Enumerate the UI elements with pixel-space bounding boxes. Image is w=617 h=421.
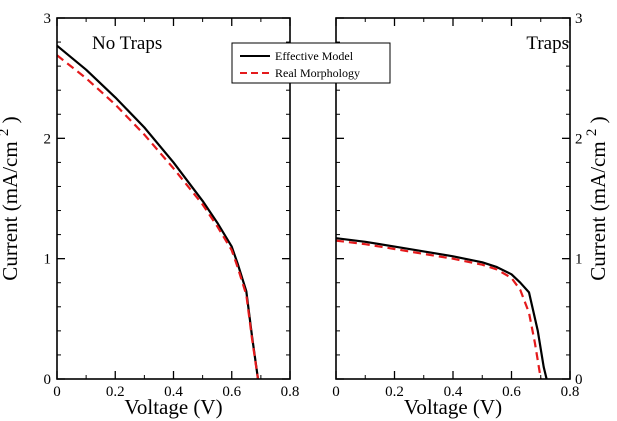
legend-label-real-morphology: Real Morphology xyxy=(275,66,360,80)
y-axis-title-main: Current (mA/cm xyxy=(586,136,610,281)
x-tick-label: 0.4 xyxy=(444,384,463,400)
legend-box xyxy=(231,42,391,84)
x-tick-label: 0.4 xyxy=(164,384,183,400)
x-tick-label: 0 xyxy=(332,384,340,400)
x-tick-label: 0.8 xyxy=(561,384,580,400)
x-tick-label: 0.2 xyxy=(106,384,125,400)
y-tick-label: 1 xyxy=(575,252,583,268)
panel-label: Traps xyxy=(526,33,569,54)
x-tick-label: 0 xyxy=(53,384,61,400)
y-axis-title-close: ) xyxy=(0,116,22,128)
x-tick-label: 0.2 xyxy=(385,384,404,400)
y-tick-label: 0 xyxy=(575,372,583,388)
legend: Effective Model Real Morphology xyxy=(231,42,391,84)
x-axis-title: Voltage (V) xyxy=(404,395,502,419)
y-tick-label: 0 xyxy=(44,372,52,388)
y-tick-label: 2 xyxy=(575,131,583,147)
panel-label: No Traps xyxy=(92,33,162,54)
x-axis-title: Voltage (V) xyxy=(124,395,222,419)
y-tick-label: 3 xyxy=(44,11,52,27)
series-line-effective-model xyxy=(335,237,548,380)
y-tick-label: 3 xyxy=(575,11,583,27)
y-axis-title-superscript: 2 xyxy=(584,129,600,137)
x-tick-label: 0.6 xyxy=(222,384,241,400)
y-axis-title: Current (mA/cm 2 ) xyxy=(0,116,22,280)
legend-label-effective-model: Effective Model xyxy=(275,49,354,63)
y-tick-label: 2 xyxy=(44,131,52,147)
series-line-real-morphology xyxy=(56,54,260,380)
x-tick-label: 0.8 xyxy=(281,384,300,400)
y-axis-title-main: Current (mA/cm xyxy=(0,136,22,281)
y-axis-title-close: ) xyxy=(586,116,610,128)
y-tick-label: 1 xyxy=(44,252,52,268)
x-tick-label: 0.6 xyxy=(502,384,521,400)
series-line-effective-model xyxy=(56,44,260,380)
series-line-real-morphology xyxy=(335,239,542,380)
y-axis-title: Current (mA/cm 2 ) xyxy=(584,116,610,280)
panel-no-traps: No Traps 0 0.2 0.4 0.6 0.8 0 1 2 3 Voltage (V) Cur… xyxy=(0,11,299,419)
y-axis-title-superscript: 2 xyxy=(0,129,12,137)
